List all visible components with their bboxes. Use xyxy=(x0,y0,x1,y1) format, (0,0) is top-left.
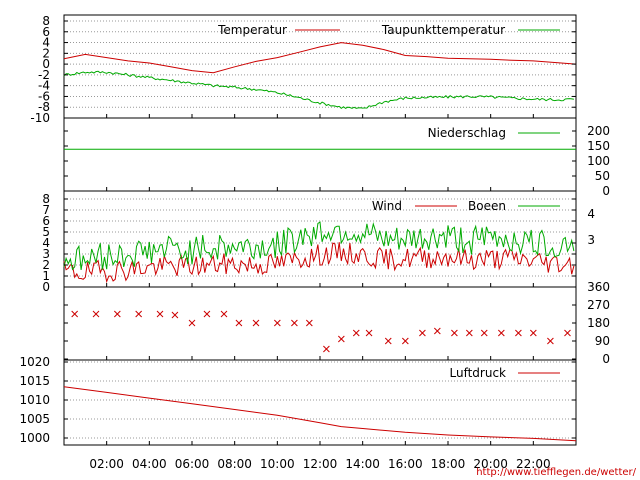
y-tick-label: 0 xyxy=(602,184,610,198)
y-tick-label: 180 xyxy=(587,316,610,330)
x-tick-label: 02:00 xyxy=(89,457,124,471)
y-tick-label: -8 xyxy=(38,100,50,114)
y-tick-label: 1015 xyxy=(19,374,50,388)
series-line-wind xyxy=(63,242,575,284)
data-series xyxy=(63,42,577,442)
y-tick-label: 1020 xyxy=(19,355,50,369)
y-tick-label: 6 xyxy=(42,214,50,228)
legend-label: Temperatur xyxy=(217,23,287,37)
legend-label: Taupunkttemperatur xyxy=(381,23,505,37)
direction-point xyxy=(352,329,360,337)
x-tick-label: 16:00 xyxy=(388,457,423,471)
direction-point xyxy=(384,337,392,345)
right-axis-label: 4 xyxy=(587,207,595,221)
y-tick-label: 0 xyxy=(42,57,50,71)
y-tick-label: -10 xyxy=(30,111,50,125)
direction-point xyxy=(220,310,228,318)
direction-point xyxy=(305,319,313,327)
series-line-luftdruck xyxy=(63,386,577,442)
series-line-temperatur xyxy=(63,42,577,74)
x-tick-label: 18:00 xyxy=(431,457,466,471)
y-tick-label: 0 xyxy=(42,280,50,294)
direction-point xyxy=(401,337,409,345)
y-tick-label: 1010 xyxy=(19,393,50,407)
y-tick-label: -4 xyxy=(38,79,50,93)
y-tick-label: 4 xyxy=(42,236,50,250)
direction-point xyxy=(92,310,100,318)
direction-point xyxy=(451,329,458,337)
panel-frame-3 xyxy=(63,286,577,361)
y-tick-label: 1 xyxy=(42,269,50,283)
direction-point xyxy=(465,329,473,337)
y-tick-label: 2 xyxy=(42,46,50,60)
x-tick-label: 08:00 xyxy=(217,457,252,471)
legend-label: Niederschlag xyxy=(428,126,506,140)
direction-point xyxy=(135,310,143,318)
direction-point xyxy=(433,327,441,335)
y-tick-label: 6 xyxy=(42,25,50,39)
y-tick-label: 7 xyxy=(42,203,50,217)
direction-point xyxy=(337,335,345,343)
right-axis-label: 3 xyxy=(587,233,595,247)
x-tick-label: 20:00 xyxy=(473,457,508,471)
legend-label: Boeen xyxy=(468,199,506,213)
direction-point xyxy=(323,345,330,353)
y-tick-label: 150 xyxy=(587,139,610,153)
y-tick-label: 8 xyxy=(42,192,50,206)
y-tick-label: -6 xyxy=(38,89,50,103)
y-tick-label: 5 xyxy=(42,225,50,239)
direction-point xyxy=(497,329,505,337)
direction-point xyxy=(156,310,164,318)
direction-point xyxy=(252,319,260,327)
direction-point xyxy=(480,329,488,337)
y-tick-label: 100 xyxy=(587,154,610,168)
legends: Temperatur Taupunkttemperatur Niederschlag… xyxy=(217,23,560,380)
x-tick-label: 10:00 xyxy=(260,457,295,471)
direction-point xyxy=(188,319,196,327)
y-tick-label: 90 xyxy=(595,334,610,348)
direction-point xyxy=(113,310,121,318)
y-tick-label: 4 xyxy=(42,36,50,50)
y-tick-label: 8 xyxy=(42,14,50,28)
direction-point xyxy=(515,329,522,337)
x-tick-label: 04:00 xyxy=(132,457,167,471)
y-tick-label: 360 xyxy=(587,280,610,294)
y-tick-label: 200 xyxy=(587,124,610,138)
x-tick-label: 22:00 xyxy=(516,457,551,471)
series-line-boeen xyxy=(63,221,575,271)
x-tick-label: 06:00 xyxy=(175,457,210,471)
legend-label: Wind xyxy=(372,199,402,213)
y-tick-label: 2 xyxy=(42,258,50,272)
tick-labels: 86420-2-4-6-8-10200150100500876543210433… xyxy=(19,14,610,471)
direction-point xyxy=(71,310,79,318)
y-tick-label: 0 xyxy=(602,352,610,366)
direction-point xyxy=(365,329,373,337)
y-tick-label: 270 xyxy=(587,298,610,312)
y-tick-label: 1005 xyxy=(19,412,50,426)
direction-point xyxy=(273,319,281,327)
credit-link[interactable]: http://www.tiefflegen.de/wetter/ xyxy=(476,467,636,478)
direction-point xyxy=(529,329,537,337)
direction-point xyxy=(171,311,179,319)
y-tick-label: 1000 xyxy=(19,431,50,445)
series-line-taupunkttemperatur xyxy=(63,70,574,110)
y-tick-label: -2 xyxy=(38,68,50,82)
y-tick-label: 50 xyxy=(595,169,610,183)
direction-point xyxy=(547,337,554,345)
y-tick-label: 3 xyxy=(42,247,50,261)
direction-point xyxy=(291,319,298,327)
direction-point xyxy=(564,329,571,337)
direction-point xyxy=(419,329,426,337)
x-tick-label: 12:00 xyxy=(303,457,338,471)
x-tick-label: 14:00 xyxy=(345,457,380,471)
direction-point xyxy=(235,319,243,327)
direction-point xyxy=(203,310,211,318)
legend-label: Luftdruck xyxy=(449,366,506,380)
